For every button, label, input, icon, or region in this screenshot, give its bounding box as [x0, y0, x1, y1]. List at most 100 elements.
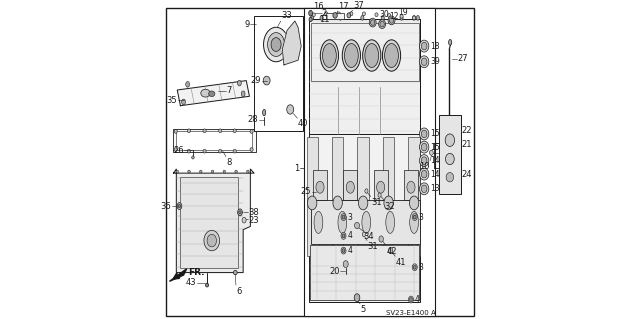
Bar [310, 23, 419, 81]
Text: 23: 23 [248, 216, 259, 225]
Ellipse shape [385, 44, 399, 67]
Ellipse shape [200, 170, 202, 173]
Text: 38: 38 [248, 208, 259, 217]
Ellipse shape [413, 215, 416, 219]
Text: 19: 19 [399, 8, 408, 17]
Bar [309, 19, 420, 134]
Text: 12: 12 [389, 12, 399, 21]
Ellipse shape [369, 18, 376, 27]
Text: 43: 43 [186, 278, 196, 287]
Ellipse shape [344, 44, 358, 67]
Bar [310, 245, 419, 300]
Ellipse shape [386, 211, 395, 234]
Ellipse shape [341, 214, 346, 220]
Ellipse shape [346, 181, 355, 193]
Text: 28: 28 [247, 115, 258, 124]
Text: 41: 41 [396, 257, 406, 266]
Ellipse shape [333, 196, 342, 210]
Ellipse shape [388, 16, 395, 25]
Ellipse shape [223, 170, 225, 173]
Bar [408, 137, 420, 256]
Text: 35: 35 [166, 96, 177, 105]
Text: 1: 1 [294, 164, 299, 173]
Ellipse shape [188, 149, 191, 153]
Text: 14: 14 [431, 170, 440, 179]
Ellipse shape [341, 247, 346, 254]
Ellipse shape [271, 38, 281, 51]
Ellipse shape [203, 129, 206, 133]
Polygon shape [173, 169, 254, 272]
Ellipse shape [314, 211, 323, 234]
Text: 37: 37 [353, 1, 364, 10]
Text: 39: 39 [431, 57, 440, 66]
Bar [438, 115, 461, 194]
Ellipse shape [410, 298, 412, 301]
Ellipse shape [309, 17, 312, 22]
Ellipse shape [421, 170, 427, 178]
Ellipse shape [233, 149, 236, 153]
Bar [326, 13, 344, 19]
Ellipse shape [182, 99, 186, 105]
Text: 10: 10 [419, 162, 430, 171]
Ellipse shape [324, 12, 328, 16]
Ellipse shape [365, 44, 379, 67]
Ellipse shape [362, 211, 371, 234]
Ellipse shape [174, 130, 177, 133]
Text: 3: 3 [419, 212, 424, 222]
Text: 3: 3 [419, 263, 424, 272]
Bar [254, 16, 303, 131]
Ellipse shape [419, 128, 429, 140]
Ellipse shape [320, 40, 339, 71]
Ellipse shape [211, 170, 214, 173]
Text: 33: 33 [281, 11, 292, 20]
Text: 20: 20 [329, 266, 339, 276]
Text: 7: 7 [226, 86, 231, 95]
Polygon shape [282, 21, 301, 65]
Ellipse shape [378, 193, 381, 197]
Ellipse shape [361, 16, 364, 20]
Ellipse shape [203, 149, 206, 153]
Ellipse shape [312, 13, 316, 17]
Ellipse shape [186, 82, 189, 87]
Ellipse shape [387, 13, 390, 17]
Ellipse shape [355, 222, 360, 229]
Ellipse shape [188, 129, 191, 133]
Ellipse shape [233, 129, 236, 133]
Ellipse shape [204, 230, 220, 251]
Text: 40: 40 [298, 120, 308, 129]
Bar [313, 170, 327, 200]
Ellipse shape [188, 170, 190, 173]
Ellipse shape [307, 196, 317, 210]
Ellipse shape [310, 16, 314, 20]
Ellipse shape [363, 40, 381, 71]
Text: 25: 25 [301, 188, 311, 197]
Ellipse shape [250, 130, 253, 133]
Ellipse shape [376, 181, 385, 193]
Ellipse shape [262, 109, 266, 116]
Bar [383, 137, 394, 256]
Text: 42: 42 [386, 247, 397, 256]
Text: 31: 31 [371, 198, 381, 207]
Ellipse shape [246, 170, 249, 173]
Bar [374, 170, 388, 200]
Ellipse shape [343, 261, 348, 268]
Ellipse shape [358, 196, 368, 210]
Ellipse shape [207, 234, 216, 247]
Ellipse shape [389, 18, 394, 23]
Text: 16: 16 [313, 2, 324, 11]
Text: 5: 5 [360, 305, 365, 314]
Ellipse shape [445, 153, 454, 165]
Ellipse shape [177, 203, 182, 210]
Bar [358, 137, 369, 256]
Ellipse shape [201, 89, 210, 97]
Ellipse shape [341, 233, 346, 239]
Ellipse shape [400, 16, 403, 20]
Ellipse shape [342, 215, 345, 219]
Ellipse shape [250, 148, 253, 152]
Text: 2: 2 [322, 9, 327, 18]
Ellipse shape [337, 12, 340, 16]
Text: 13: 13 [431, 184, 440, 193]
Ellipse shape [237, 209, 243, 216]
Ellipse shape [219, 149, 222, 153]
Bar [177, 131, 252, 150]
